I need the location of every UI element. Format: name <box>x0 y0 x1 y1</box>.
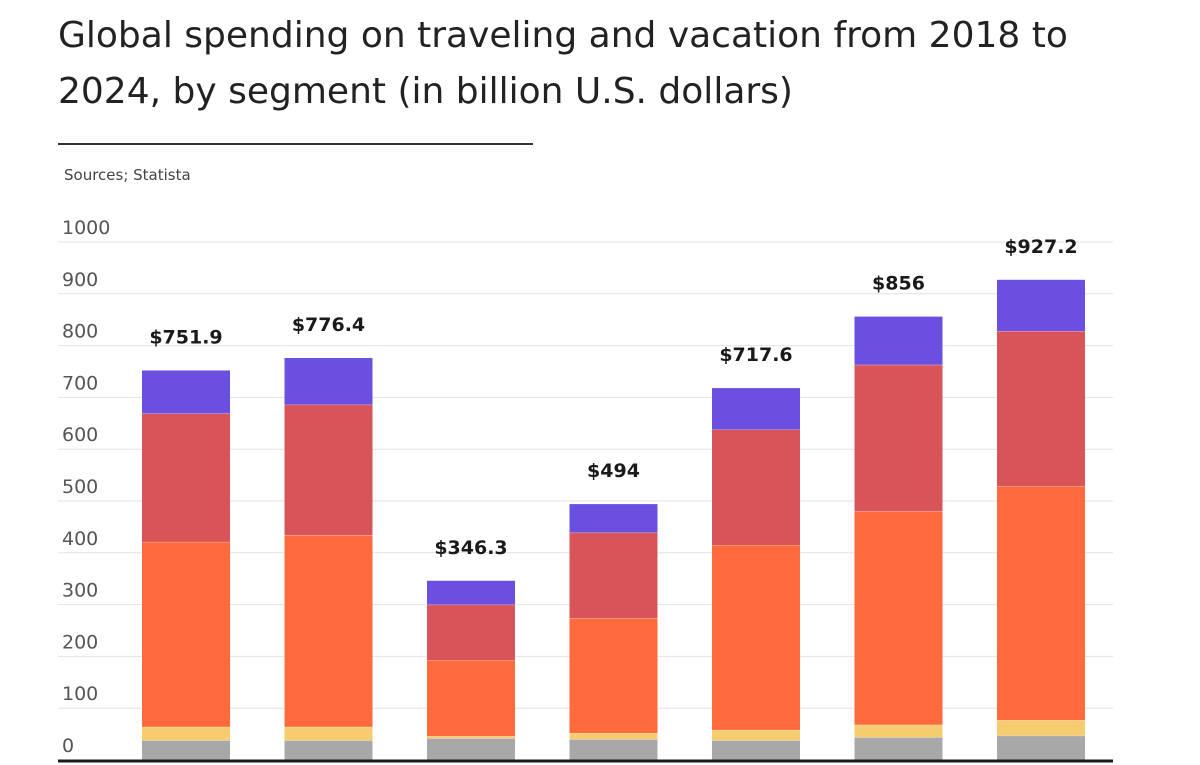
bar-segment <box>284 535 373 727</box>
bar-segment <box>284 358 373 405</box>
bar-total-label: $494 <box>587 460 640 482</box>
bar-segment <box>284 740 373 760</box>
total-labels: $751.9 $776.4 $346.3 $494 $717.6 $856 $927.2 <box>149 236 1077 559</box>
y-tick-label: 800 <box>62 321 98 343</box>
y-tick-label: 300 <box>62 580 98 602</box>
bar-segment <box>427 580 515 605</box>
bar-segment <box>712 740 800 760</box>
bar-total-label: $346.3 <box>434 537 507 559</box>
bar-segment <box>142 370 230 414</box>
bar-segment <box>712 729 800 741</box>
bar-segment <box>427 736 515 739</box>
bar-segment <box>569 504 658 533</box>
source-note: Sources; Statista <box>64 166 191 184</box>
bar-segment <box>142 413 230 542</box>
bar-total-label: $751.9 <box>149 326 222 348</box>
y-tick-label: 700 <box>62 372 98 394</box>
bar-segment <box>997 331 1085 486</box>
bar-segment <box>427 660 515 737</box>
bar-total-label: $856 <box>872 273 925 295</box>
bar-segment <box>854 737 943 760</box>
bar-segment <box>142 740 230 760</box>
y-tick-label: 500 <box>62 476 98 498</box>
bar-segment <box>569 733 658 740</box>
y-axis-ticks: 0 100 200 300 400 500 600 700 800 900 1000 <box>62 217 110 757</box>
chart-title: Global spending on traveling and vacatio… <box>58 15 1068 112</box>
bar-segment <box>854 511 943 725</box>
y-tick-label: 1000 <box>62 217 110 239</box>
title-divider <box>58 143 533 145</box>
bar-segment <box>569 739 658 760</box>
bar-segment <box>712 429 800 546</box>
bar-segment <box>284 404 373 536</box>
bar-segment <box>569 532 658 619</box>
bar-segment <box>142 541 230 727</box>
bar-total-label: $927.2 <box>1004 236 1077 258</box>
bar-total-label: $717.6 <box>719 344 792 366</box>
bar-segment <box>997 279 1085 332</box>
bar-segment <box>712 388 800 430</box>
bar-segment <box>427 738 515 760</box>
bar-segment <box>854 364 943 512</box>
bar-segment <box>427 604 515 661</box>
y-tick-label: 200 <box>62 631 98 653</box>
y-tick-label: 900 <box>62 269 98 291</box>
bar-segment <box>997 735 1085 760</box>
y-tick-label: 0 <box>62 735 74 757</box>
bar-segment <box>569 618 658 734</box>
y-tick-label: 100 <box>62 683 98 705</box>
bar-segment <box>284 726 373 741</box>
bar-segment <box>142 726 230 741</box>
y-tick-label: 400 <box>62 528 98 550</box>
bar-segment <box>854 724 943 738</box>
bar-segment <box>854 316 943 365</box>
y-tick-label: 600 <box>62 424 98 446</box>
bar-segment <box>712 545 800 730</box>
bar-segment <box>997 720 1085 736</box>
bar-total-label: $776.4 <box>292 314 365 336</box>
bar-segment <box>997 485 1085 721</box>
bars <box>142 279 1085 760</box>
